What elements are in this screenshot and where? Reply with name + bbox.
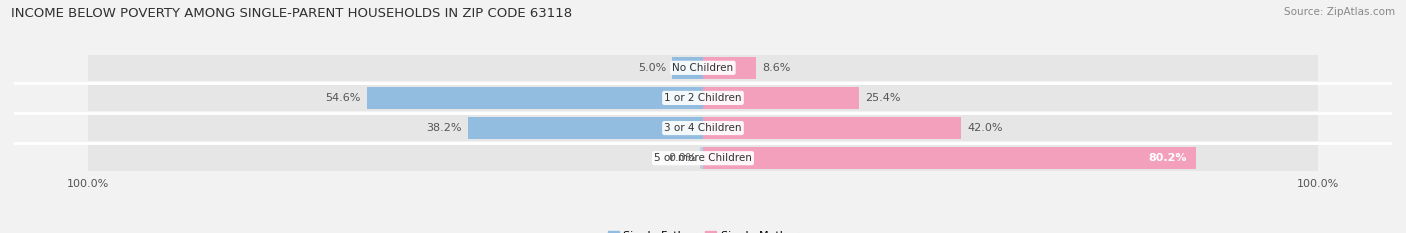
- Text: 8.6%: 8.6%: [762, 63, 790, 73]
- Bar: [672, 57, 703, 79]
- Bar: [87, 55, 1319, 81]
- Bar: [468, 117, 703, 139]
- Bar: [703, 117, 962, 139]
- Text: 5.0%: 5.0%: [638, 63, 666, 73]
- Text: INCOME BELOW POVERTY AMONG SINGLE-PARENT HOUSEHOLDS IN ZIP CODE 63118: INCOME BELOW POVERTY AMONG SINGLE-PARENT…: [11, 7, 572, 20]
- Text: Source: ZipAtlas.com: Source: ZipAtlas.com: [1284, 7, 1395, 17]
- Bar: [703, 87, 859, 109]
- Text: 5 or more Children: 5 or more Children: [654, 153, 752, 163]
- Text: 0.0%: 0.0%: [669, 153, 697, 163]
- Bar: [87, 85, 1319, 111]
- Text: 54.6%: 54.6%: [326, 93, 361, 103]
- Bar: [87, 145, 1319, 171]
- Bar: [703, 147, 1197, 169]
- Text: 25.4%: 25.4%: [866, 93, 901, 103]
- Legend: Single Father, Single Mother: Single Father, Single Mother: [603, 226, 803, 233]
- Text: 1 or 2 Children: 1 or 2 Children: [664, 93, 742, 103]
- Text: 80.2%: 80.2%: [1149, 153, 1187, 163]
- Text: 38.2%: 38.2%: [426, 123, 461, 133]
- Bar: [367, 87, 703, 109]
- Bar: [87, 115, 1319, 141]
- Text: 42.0%: 42.0%: [967, 123, 1002, 133]
- Text: 3 or 4 Children: 3 or 4 Children: [664, 123, 742, 133]
- Bar: [703, 57, 756, 79]
- Text: No Children: No Children: [672, 63, 734, 73]
- Bar: [700, 147, 703, 169]
